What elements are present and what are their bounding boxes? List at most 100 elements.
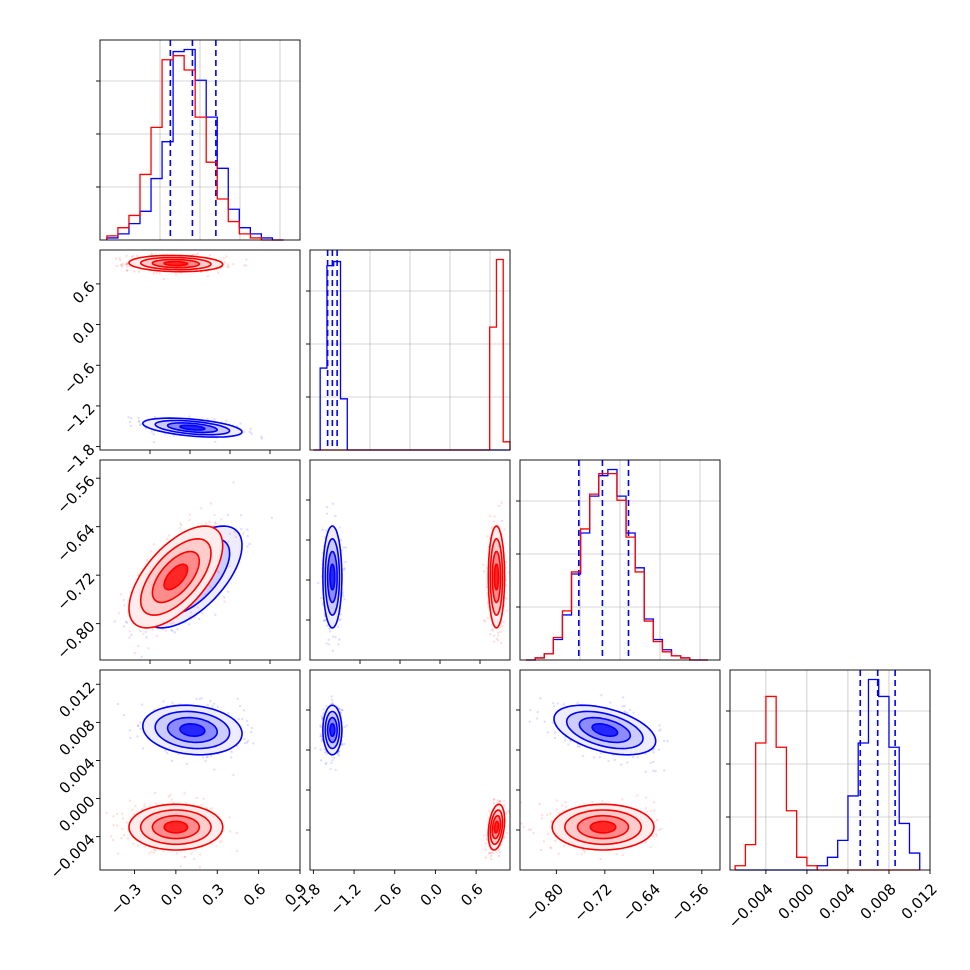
- sample-point: [552, 702, 555, 705]
- sample-point: [621, 705, 624, 708]
- sample-point: [144, 427, 148, 430]
- sample-point: [202, 797, 205, 800]
- sample-point: [153, 849, 157, 852]
- panel-frame: [519, 459, 721, 661]
- sample-point: [331, 759, 334, 762]
- y-tick-label: 0.008: [55, 716, 98, 759]
- sample-point: [227, 540, 230, 543]
- sample-point: [129, 736, 132, 740]
- sample-point: [342, 595, 345, 598]
- sample-point: [136, 735, 139, 738]
- sample-point: [125, 262, 129, 265]
- plot-area: [105, 697, 255, 869]
- sample-point: [201, 611, 204, 615]
- histogram-step-series-1: [106, 55, 284, 241]
- sample-point: [645, 810, 648, 813]
- sample-point: [495, 851, 498, 854]
- sample-point: [338, 707, 341, 710]
- panel-frame: [99, 249, 301, 451]
- sample-point: [188, 415, 191, 418]
- sample-point: [250, 730, 253, 734]
- sample-point: [501, 625, 504, 628]
- sample-point: [655, 832, 658, 836]
- sample-point: [623, 704, 626, 708]
- sample-point: [213, 513, 216, 517]
- scatter-panel-row2-col1: −1.8−1.2−0.60.00.6: [60, 249, 301, 479]
- sample-point: [126, 265, 129, 268]
- contour-line-series-1: [151, 258, 201, 269]
- sample-point: [497, 855, 501, 858]
- sample-point: [331, 701, 334, 705]
- contour-line-series-0: [179, 723, 206, 737]
- contour-line-series-0: [154, 419, 231, 436]
- sample-point: [339, 613, 342, 616]
- sample-point: [503, 800, 506, 803]
- sample-point: [236, 745, 239, 748]
- sample-point: [233, 531, 236, 534]
- sample-point: [217, 571, 221, 574]
- sample-point: [553, 731, 557, 734]
- sample-point: [246, 739, 250, 743]
- contour-line-series-1: [489, 538, 504, 616]
- sample-point: [116, 702, 120, 706]
- sample-point: [135, 254, 139, 257]
- sample-point: [177, 752, 180, 756]
- sample-point: [225, 255, 228, 258]
- sample-point: [211, 704, 214, 708]
- sample-point: [149, 550, 153, 553]
- x-tick-label: 0.004: [816, 880, 859, 923]
- sample-point: [319, 725, 322, 729]
- sample-point: [150, 252, 153, 255]
- contour-line-series-1: [487, 803, 506, 851]
- sample-point: [115, 264, 119, 268]
- scatter-panel-row4-col2: −1.8 −1.2 −0.6 0.0 0.6: [286, 669, 511, 919]
- sample-point: [217, 271, 220, 274]
- sample-point: [631, 755, 635, 759]
- contour-line-series-1: [151, 814, 201, 840]
- sample-point: [139, 727, 142, 730]
- y-tick-label: −0.56: [53, 472, 98, 517]
- sample-point: [564, 736, 567, 739]
- sample-point: [125, 269, 129, 272]
- sample-point: [166, 752, 169, 755]
- sample-point: [128, 420, 132, 424]
- sample-point: [164, 629, 167, 632]
- sample-point: [486, 617, 490, 620]
- sample-point: [238, 704, 242, 708]
- sample-point: [143, 803, 146, 806]
- contour-line-series-1: [139, 809, 212, 846]
- sample-point: [144, 630, 147, 634]
- scatter-panel-row3-col1: −0.80−0.72−0.64−0.56: [53, 459, 301, 664]
- sample-point: [620, 763, 623, 766]
- sample-point: [164, 749, 167, 752]
- sample-point: [140, 703, 144, 706]
- sample-point: [178, 526, 181, 530]
- sample-point: [495, 637, 498, 640]
- sample-point: [657, 748, 661, 751]
- sample-point: [338, 526, 341, 529]
- sample-point: [126, 262, 129, 265]
- sample-point: [147, 647, 150, 650]
- sample-point: [551, 721, 554, 724]
- sample-point: [652, 769, 655, 772]
- contour-line-series-0: [326, 550, 338, 604]
- sample-point: [319, 732, 322, 736]
- sample-point: [230, 750, 233, 754]
- contour-line-series-0: [166, 716, 218, 744]
- panel-frame: [99, 39, 301, 241]
- contour-line-series-1: [128, 803, 224, 851]
- sample-point: [138, 423, 142, 427]
- sample-point: [139, 630, 142, 633]
- sample-point: [563, 739, 567, 742]
- sample-point: [151, 628, 154, 631]
- sample-point: [122, 625, 126, 628]
- sample-point: [125, 621, 129, 624]
- sample-point: [243, 742, 247, 745]
- sample-point: [492, 801, 496, 804]
- sample-point: [153, 415, 157, 419]
- plot-area: [317, 501, 510, 652]
- sample-point: [593, 756, 596, 759]
- sample-point: [215, 845, 218, 848]
- sample-point: [553, 705, 556, 708]
- sample-point: [183, 792, 186, 795]
